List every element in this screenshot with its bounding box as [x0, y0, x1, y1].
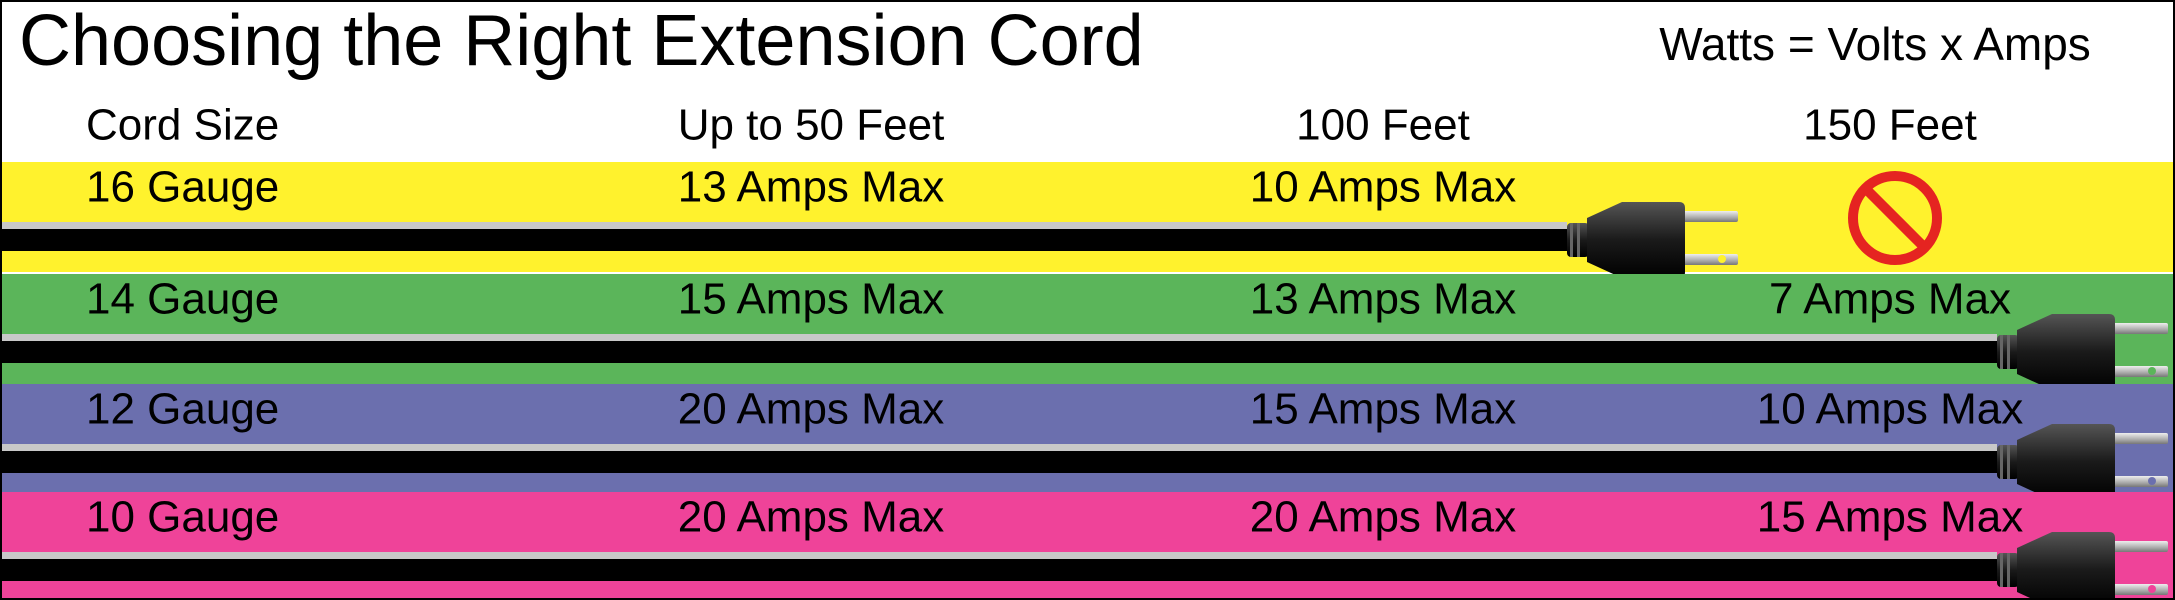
column-header: 150 Feet [1803, 101, 1977, 150]
formula: Watts = Volts x Amps [1659, 18, 2091, 70]
cord [0, 451, 1997, 473]
amps-value: 15 Amps Max [1250, 385, 1517, 434]
table: Cord Size Up to 50 Feet 100 Feet 150 Feet 16… [0, 101, 2175, 600]
amps-value: 10 Amps Max [1757, 385, 2024, 434]
gauge-label: 14 Gauge [86, 275, 279, 324]
row-band [0, 274, 2175, 384]
row-band [0, 384, 2175, 492]
cord-highlight [0, 222, 1567, 230]
amps-value: 20 Amps Max [678, 493, 945, 542]
amps-value: 20 Amps Max [1250, 493, 1517, 542]
cord [0, 341, 1997, 363]
not-allowed-icon [1848, 171, 1942, 265]
cord [0, 229, 1567, 251]
amps-value: 13 Amps Max [1250, 275, 1517, 324]
amps-value: 7 Amps Max [1769, 275, 2011, 324]
gauge-label: 10 Gauge [86, 493, 279, 542]
cord-highlight [0, 552, 1997, 560]
icon-ring [1848, 171, 1942, 265]
column-header: 100 Feet [1296, 101, 1470, 150]
icon-slash [1862, 185, 1928, 251]
amps-value: 13 Amps Max [678, 163, 945, 212]
cord-highlight [0, 444, 1997, 452]
row-band [0, 162, 2175, 272]
gauge-label: 12 Gauge [86, 385, 279, 434]
row-band [0, 492, 2175, 600]
column-header: Up to 50 Feet [678, 101, 945, 150]
gauge-label: 16 Gauge [86, 163, 279, 212]
amps-value: 10 Amps Max [1250, 163, 1517, 212]
title: Choosing the Right Extension Cord [19, 1, 1144, 81]
prong-hole [2148, 477, 2156, 485]
cord-highlight [0, 334, 1997, 342]
amps-value: 20 Amps Max [678, 385, 945, 434]
prong-hole [2148, 367, 2156, 375]
prong-hole [1718, 255, 1726, 263]
amps-value: 15 Amps Max [678, 275, 945, 324]
prong-hole [2148, 585, 2156, 593]
amps-value: 15 Amps Max [1757, 493, 2024, 542]
cord [0, 559, 1997, 581]
column-header: Cord Size [86, 101, 279, 150]
